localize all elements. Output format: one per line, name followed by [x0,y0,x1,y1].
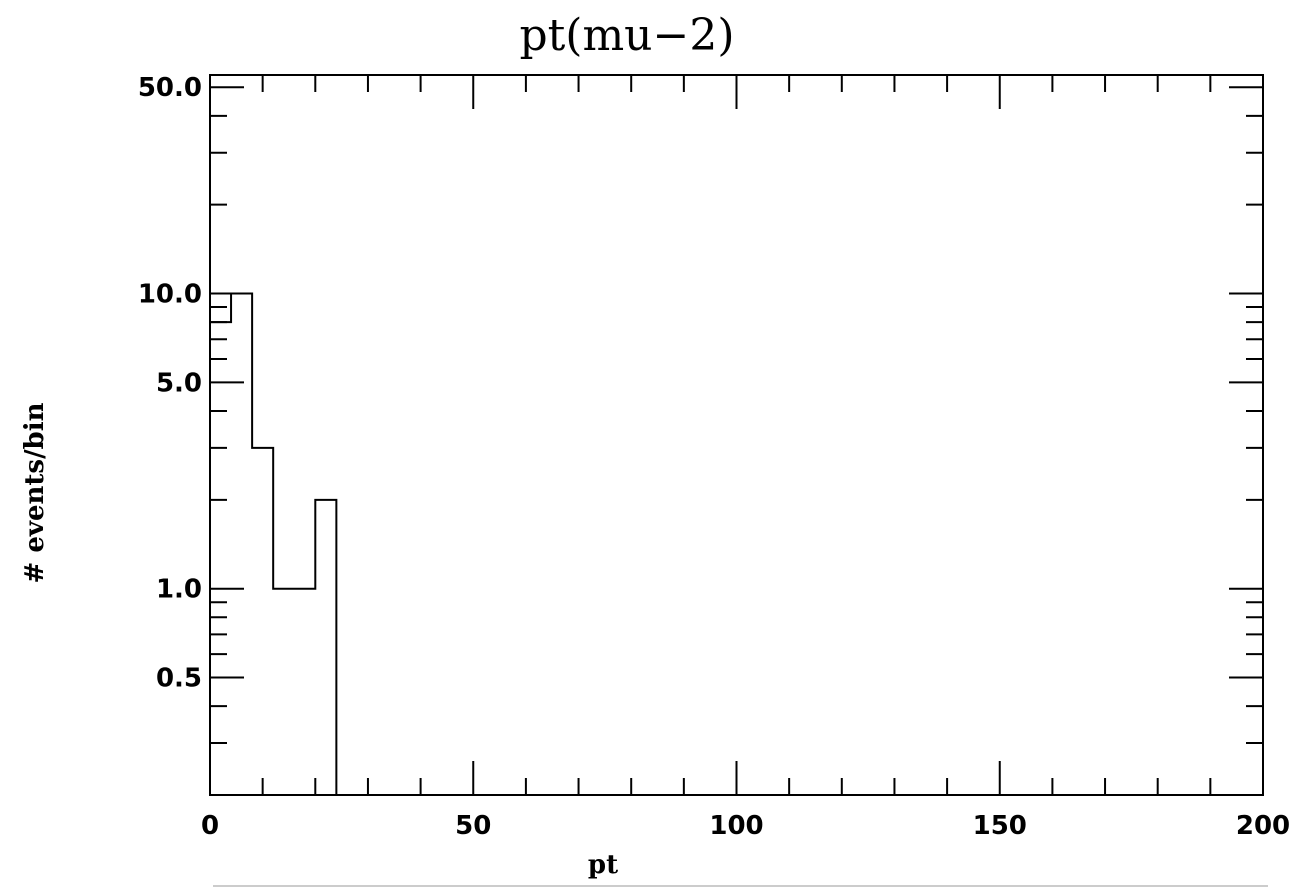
histogram-bin [252,448,273,795]
x-tick-label: 0 [201,811,219,841]
plot-frame [209,74,1264,796]
histogram-bin [231,294,252,795]
major-ticks [210,75,1263,795]
histogram-outline [210,292,338,795]
y-axis-label: # events/bin [20,402,50,583]
x-tick-label: 200 [1236,811,1290,841]
chart-title: pt(mu−2) [519,10,734,61]
histogram-bin [294,589,315,795]
tick-labels: 0 50 100 150 200 0.5 1.0 5.0 10.0 50.0 [138,73,1290,841]
y-tick-label: 10.0 [138,280,202,310]
y-tick-label: 1.0 [156,575,202,605]
histogram-bin [315,500,336,795]
x-tick-label: 150 [973,811,1027,841]
y-tick-label: 0.5 [156,664,202,694]
x-axis-label: pt [588,850,618,880]
x-tick-label: 50 [455,811,491,841]
histogram-bin [273,589,294,795]
x-tick-label: 100 [709,811,763,841]
minor-ticks [210,75,1263,796]
y-tick-label: 5.0 [156,368,202,398]
histogram [210,292,338,795]
y-tick-label: 50.0 [138,73,202,103]
histogram-bin [210,322,231,795]
